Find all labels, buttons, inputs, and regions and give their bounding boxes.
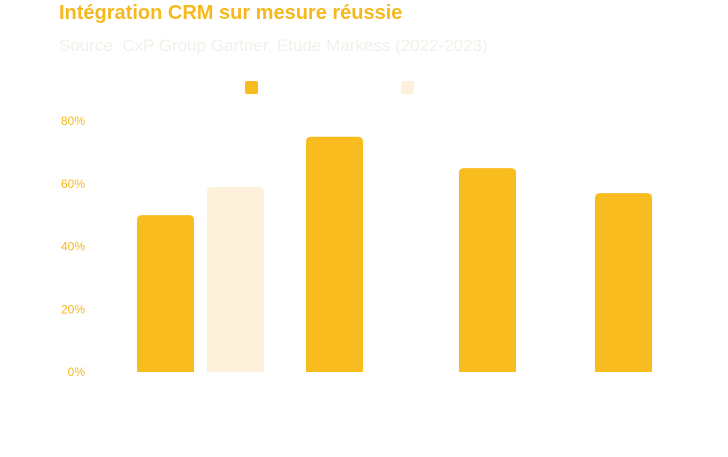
y-tick-label: 80% [61, 114, 85, 128]
bar [595, 193, 652, 372]
bar [207, 186, 264, 372]
legend [245, 81, 414, 94]
y-tick-label: 40% [61, 240, 85, 254]
y-tick-label: 60% [61, 177, 85, 191]
bars [137, 136, 652, 372]
legend-swatch-series-2 [401, 81, 414, 94]
y-tick-label: 0% [68, 365, 86, 379]
y-axis: 0% 20% 40% 60% 80% [61, 114, 85, 379]
bar [459, 168, 516, 372]
bar [137, 215, 194, 372]
bar [306, 136, 363, 372]
chart-title: Intégration CRM sur mesure réussie [59, 2, 403, 24]
y-tick-label: 20% [61, 302, 85, 316]
legend-swatch-series-1 [245, 81, 258, 94]
chart-subtitle: Source :CxP Group Gartner, Etude Markess… [59, 36, 488, 55]
